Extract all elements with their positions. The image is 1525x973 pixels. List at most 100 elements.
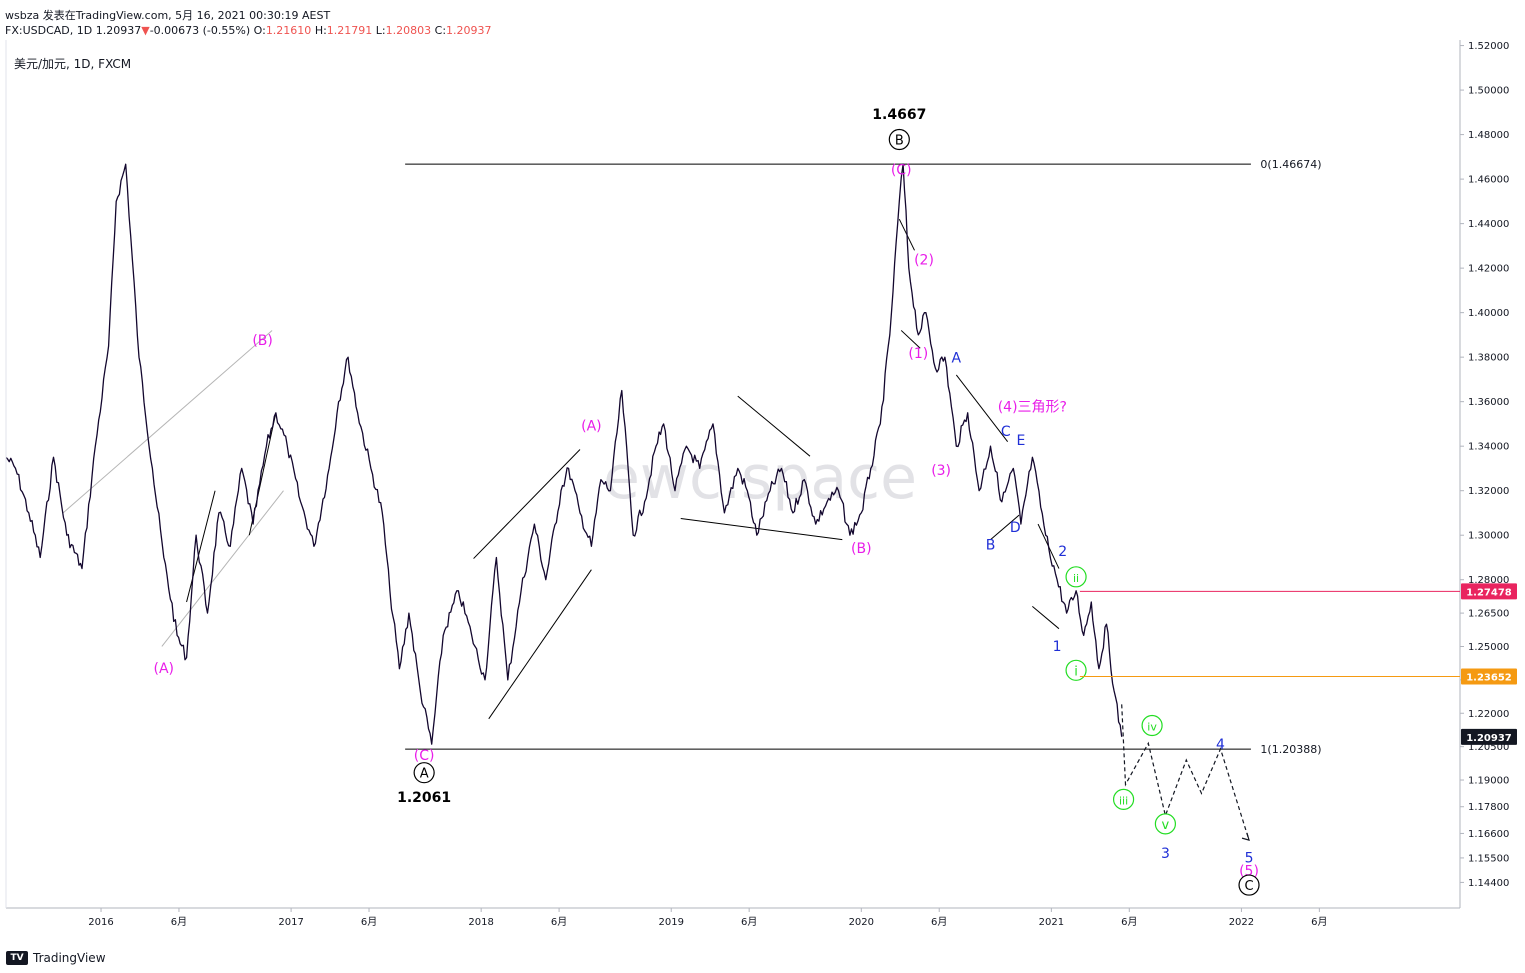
wave-label: B <box>895 133 904 148</box>
wave-label: i <box>1074 664 1078 679</box>
y-tick-label: 1.52000 <box>1468 41 1509 52</box>
x-tick-label: 2020 <box>849 917 874 928</box>
wave-label: (B) <box>851 541 872 557</box>
y-tick-label: 1.34000 <box>1468 442 1509 453</box>
legend-close: 1.20937 <box>446 24 492 37</box>
x-tick-label: 2019 <box>659 917 684 928</box>
x-tick-label: 6月 <box>361 916 377 928</box>
wave-label-circle <box>1154 813 1176 835</box>
price-tag-label: 1.20937 <box>1466 733 1512 744</box>
projection-arrowhead-icon <box>1241 832 1250 841</box>
legend-open: 1.21610 <box>265 24 312 37</box>
wave-label: v <box>1162 818 1170 833</box>
y-tick-label: 1.48000 <box>1468 130 1509 141</box>
x-tick-label: 6月 <box>741 916 757 928</box>
y-tick-label: 1.46000 <box>1468 175 1509 186</box>
price-tag-label: 1.23652 <box>1466 672 1512 683</box>
watermark: ewc.space <box>603 443 917 513</box>
wave-label: 1.4667 <box>872 107 926 123</box>
down-arrow-icon: ▼ <box>141 24 150 37</box>
ohlc-legend: FX:USDCAD, 1D 1.20937▼-0.00673 (-0.55%) … <box>5 24 492 37</box>
trendline <box>186 490 216 603</box>
wave-label: (3) <box>931 463 951 479</box>
y-tick-label: 1.38000 <box>1468 353 1509 364</box>
wave-label: (4)三角形? <box>998 400 1067 416</box>
y-tick-label: 1.32000 <box>1468 486 1509 497</box>
wave-label-circle <box>1112 788 1135 810</box>
wave-label: A <box>420 767 429 782</box>
x-tick-label: 2017 <box>278 917 303 928</box>
price-tag <box>1461 668 1517 685</box>
wave-label: (A) <box>153 661 174 677</box>
footer-brand[interactable]: TradingView <box>33 951 106 965</box>
x-tick-label: 6月 <box>1311 916 1327 928</box>
wave-label: (B) <box>252 333 273 349</box>
y-tick-label: 1.42000 <box>1468 264 1509 275</box>
y-tick-label: 1.25000 <box>1468 642 1509 653</box>
wave-label: 5 <box>1245 850 1254 866</box>
wave-label: ii <box>1073 572 1079 585</box>
trendline <box>161 490 284 647</box>
wave-label-circle <box>888 128 910 151</box>
publish-info: wsbza 发表在TradingView.com, 5月 16, 2021 00… <box>5 9 331 22</box>
y-tick-label: 1.15500 <box>1468 853 1509 864</box>
x-tick-label: 2022 <box>1229 917 1254 928</box>
footer: TV TradingView <box>6 951 106 965</box>
y-tick-label: 1.28000 <box>1468 575 1509 586</box>
legend-low: 1.20803 <box>385 24 432 37</box>
wave-label: 1.2061 <box>397 790 451 806</box>
wave-label: B <box>986 538 996 554</box>
fib-level-label: 0(1.46674) <box>1260 158 1321 171</box>
wave-label: (A) <box>581 418 602 434</box>
trendline <box>473 449 581 559</box>
y-tick-label: 1.20500 <box>1468 742 1509 753</box>
y-tick-label: 1.50000 <box>1468 86 1509 97</box>
price-series-line <box>5 163 1123 745</box>
trendline <box>737 395 811 457</box>
wave-label: (C) <box>414 748 435 764</box>
wave-label-circle <box>1238 874 1260 896</box>
trendline <box>900 330 921 349</box>
wave-label: (5) <box>1239 864 1259 880</box>
tradingview-logo-icon: TV <box>6 951 28 965</box>
y-tick-label: 1.14400 <box>1468 878 1509 889</box>
x-tick-label: 6月 <box>551 916 567 928</box>
y-tick-label: 1.40000 <box>1468 308 1509 319</box>
wave-label: 2 <box>1058 544 1067 560</box>
fib-level-label: 1(1.20388) <box>1260 743 1321 756</box>
x-tick-label: 2016 <box>88 917 113 928</box>
legend-last: 1.20937 <box>95 24 142 37</box>
price-tag <box>1461 728 1517 745</box>
trendline <box>1032 606 1060 630</box>
trendline <box>488 569 592 720</box>
y-tick-label: 1.44000 <box>1468 219 1509 230</box>
wave-label: 1 <box>1053 639 1062 655</box>
wave-label-circle <box>1065 566 1087 588</box>
legend-change: -0.00673 (-0.55%) <box>149 24 251 37</box>
trendline <box>680 518 843 541</box>
x-tick-label: 2021 <box>1039 917 1064 928</box>
trendline <box>62 330 273 514</box>
x-tick-label: 6月 <box>1121 916 1137 928</box>
wave-label: iii <box>1119 794 1128 807</box>
y-tick-label: 1.36000 <box>1468 397 1509 408</box>
y-tick-label: 1.16600 <box>1468 829 1509 840</box>
wave-label: A <box>952 351 962 367</box>
trendline <box>955 374 1009 443</box>
x-tick-label: 2018 <box>468 917 493 928</box>
wave-label: C <box>1001 424 1011 440</box>
wave-label: D <box>1010 520 1021 536</box>
trendline <box>990 514 1020 541</box>
y-tick-label: 1.26500 <box>1468 609 1509 620</box>
y-tick-label: 1.22000 <box>1468 709 1509 720</box>
legend-symbol[interactable]: FX:USDCAD <box>5 24 70 37</box>
wave-projection-path <box>1121 704 1250 841</box>
wave-label: E <box>1017 433 1026 449</box>
price-tag-label: 1.27478 <box>1466 587 1512 598</box>
wave-label: iv <box>1147 721 1157 734</box>
y-tick-label: 1.19000 <box>1468 776 1509 787</box>
legend-high: 1.21791 <box>326 24 373 37</box>
wave-label: (1) <box>908 346 928 362</box>
wave-label-circle <box>1141 714 1163 737</box>
